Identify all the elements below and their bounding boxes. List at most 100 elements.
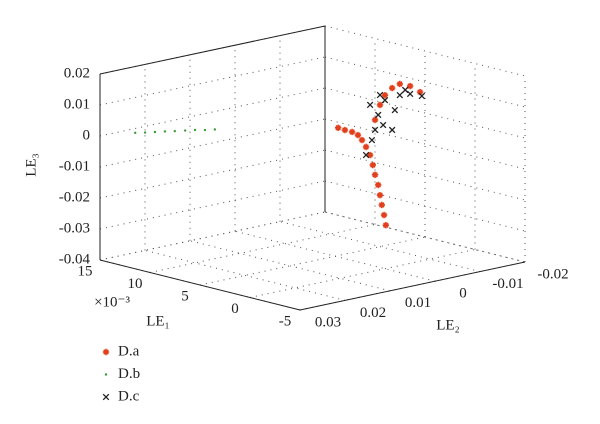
point [416, 88, 424, 96]
point [376, 101, 384, 109]
grid-line [99, 211, 326, 261]
x-tick-label: 0 [231, 301, 239, 317]
asterisk [396, 80, 403, 88]
y-axis-label: LE₂ [436, 317, 460, 333]
point [366, 151, 374, 159]
cross [401, 86, 409, 94]
point [354, 131, 362, 139]
cross [388, 126, 396, 134]
z-tick-label: 0.01 [64, 96, 90, 112]
z-tick-label: 0 [83, 127, 91, 143]
asterisk [378, 201, 385, 209]
point [388, 84, 396, 92]
grid-line [99, 87, 326, 137]
point [371, 116, 379, 124]
asterisk [380, 211, 388, 219]
point [401, 86, 409, 94]
z-tick-label: -0.04 [59, 251, 91, 267]
y-tick-label: 0.02 [360, 305, 386, 321]
asterisk [381, 91, 389, 99]
grid-line [249, 249, 476, 298]
point [396, 91, 404, 99]
asterisk [376, 101, 384, 109]
dot [163, 130, 167, 133]
grid-line [99, 56, 326, 106]
asterisk [382, 222, 390, 229]
point [376, 91, 384, 99]
cross [406, 90, 414, 98]
cross [366, 101, 374, 109]
point [193, 128, 197, 132]
grid-line [144, 249, 346, 301]
point [183, 129, 187, 132]
point [391, 106, 399, 114]
point [371, 126, 379, 134]
asterisk [371, 116, 379, 124]
point [406, 82, 414, 90]
asterisk [102, 348, 110, 356]
asterisk [406, 82, 414, 90]
point [153, 130, 157, 134]
point [368, 136, 376, 144]
point [378, 201, 385, 209]
point [379, 121, 387, 129]
legend-marker [102, 393, 110, 401]
z-tick-label: 0.02 [64, 65, 90, 81]
point [358, 136, 366, 144]
point [134, 131, 137, 135]
dot [173, 129, 176, 133]
point [362, 143, 370, 151]
point [143, 131, 147, 134]
z-axis-label: LE₃ [23, 153, 39, 177]
asterisk [341, 126, 349, 134]
grid-line [99, 180, 326, 230]
point [396, 80, 403, 88]
point [376, 191, 384, 199]
point [366, 101, 374, 109]
asterisk [358, 136, 366, 144]
cross [391, 106, 399, 114]
point [348, 128, 356, 136]
point [369, 161, 376, 169]
x-tick-label: 5 [181, 288, 189, 304]
point [213, 128, 217, 131]
x-tick-label: -5 [279, 313, 292, 329]
asterisk [354, 131, 362, 139]
dot [104, 373, 108, 376]
dot [203, 128, 207, 132]
cross [379, 121, 387, 129]
y-tick-label: 0.01 [405, 295, 431, 311]
y-tick-label: 0.03 [315, 314, 341, 330]
point [418, 92, 426, 100]
point [374, 111, 382, 119]
cross [374, 111, 382, 119]
grid-line [149, 224, 376, 273]
z-tick-label: -0.03 [59, 220, 90, 236]
point [163, 130, 167, 133]
cross [381, 96, 389, 104]
dot [143, 131, 147, 134]
z-tick-label: -0.01 [59, 158, 90, 174]
legend-marker [104, 373, 108, 376]
asterisk [416, 88, 424, 96]
axis-edge [299, 261, 526, 311]
dot [153, 130, 157, 134]
asterisk [369, 161, 376, 169]
asterisk [375, 181, 382, 189]
cross [362, 151, 370, 159]
point [382, 222, 390, 229]
axis-edge [99, 259, 301, 311]
legend-label: D.b [118, 366, 140, 382]
axis-edge [99, 25, 326, 75]
grid-line [324, 87, 526, 139]
dot [183, 129, 187, 132]
point [173, 129, 176, 133]
legend-label: D.c [118, 388, 140, 404]
grid-line [324, 56, 526, 108]
asterisk [376, 191, 384, 199]
cross [418, 92, 426, 100]
legend-label: D.a [118, 343, 140, 359]
dot [213, 128, 217, 131]
point [362, 151, 370, 159]
dot [134, 131, 137, 135]
